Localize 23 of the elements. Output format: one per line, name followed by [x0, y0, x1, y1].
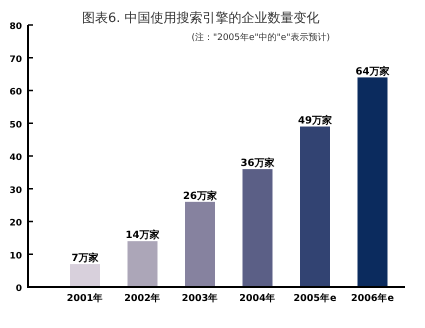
y-tick-label: 80	[9, 22, 22, 32]
y-tick-label: 30	[9, 186, 22, 196]
y-tick-label: 20	[9, 218, 22, 228]
text: (注："2005年e"中的"e"表示预计)	[191, 32, 330, 43]
data-label: 64万家	[356, 65, 390, 78]
x-tick-label: 2004年	[239, 292, 276, 304]
x-tick-label: 2002年	[124, 292, 161, 304]
y-tick-label: 0	[16, 284, 22, 294]
y-tick-label: 50	[9, 120, 22, 130]
x-tick-label: 2001年	[66, 292, 104, 304]
data-label: 36万家	[240, 157, 274, 170]
x-tick-label: 2006年e	[351, 292, 394, 304]
y-tick-label: 70	[9, 54, 22, 65]
y-tick-label: 40	[9, 153, 22, 163]
data-label: 7万家	[72, 252, 98, 264]
chart-title: 图表6. 中国使用搜索引擎的企业数量变化	[82, 11, 320, 26]
data-label: 26万家	[183, 190, 217, 202]
x-tick-label: 2003年	[182, 292, 218, 304]
y-tick-label: 60	[9, 88, 22, 98]
data-label: 49万家	[298, 114, 332, 127]
data-label: 14万家	[126, 229, 160, 242]
x-tick-label: 2005年e	[294, 292, 336, 304]
y-tick-label: 10	[9, 251, 22, 262]
